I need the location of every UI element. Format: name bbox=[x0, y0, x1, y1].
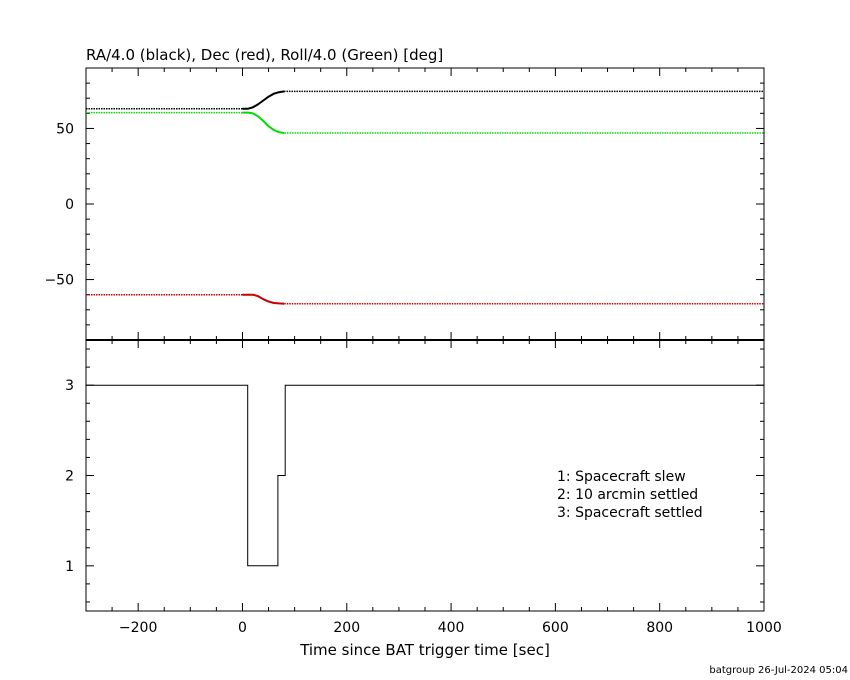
y-tick-label: 1 bbox=[65, 559, 74, 575]
x-tick-label: 600 bbox=[542, 620, 569, 636]
bottom-panel-ticks: 1 2 3 −200 0 200 400 600 800 1000 bbox=[65, 340, 782, 636]
top-panel-title: RA/4.0 (black), Dec (red), Roll/4.0 (Gre… bbox=[86, 46, 443, 64]
bottom-panel: 1 2 3 −200 0 200 400 600 800 1000 1: Spacecraft s… bbox=[65, 339, 782, 636]
x-tick-label: 0 bbox=[238, 620, 247, 636]
legend-line-3: 3: Spacecraft settled bbox=[557, 505, 703, 521]
series-line-2 bbox=[86, 293, 764, 305]
y-tick-label: 50 bbox=[56, 121, 74, 137]
state-legend: 1: Spacecraft slew 2: 10 arcmin settled … bbox=[557, 469, 703, 521]
top-panel: −50 0 50 bbox=[44, 67, 765, 341]
legend-line-2: 2: 10 arcmin settled bbox=[557, 487, 698, 503]
state-step-line bbox=[86, 384, 764, 567]
series-transition-2 bbox=[242, 293, 285, 305]
legend-line-1: 1: Spacecraft slew bbox=[557, 469, 686, 485]
top-panel-ticks: −50 0 50 bbox=[44, 68, 764, 340]
series-transition-1 bbox=[242, 111, 285, 134]
footer-stamp: batgroup 26-Jul-2024 05:04 bbox=[709, 665, 848, 676]
series-transition-0 bbox=[242, 90, 285, 110]
y-tick-label: −50 bbox=[44, 273, 74, 289]
x-tick-label: 800 bbox=[646, 620, 673, 636]
x-tick-label: −200 bbox=[119, 620, 157, 636]
x-tick-label: 1000 bbox=[746, 620, 782, 636]
top-panel-frame bbox=[85, 67, 765, 341]
series-line-0 bbox=[86, 90, 764, 110]
x-tick-label: 400 bbox=[438, 620, 465, 636]
top-panel-series bbox=[86, 90, 764, 305]
series-line-1 bbox=[86, 111, 764, 134]
x-axis-label: Time since BAT trigger time [sec] bbox=[299, 641, 550, 659]
y-tick-label: 0 bbox=[65, 197, 74, 213]
y-tick-label: 2 bbox=[65, 469, 74, 485]
y-tick-label: 3 bbox=[65, 378, 74, 394]
bottom-panel-series bbox=[86, 384, 764, 567]
x-tick-label: 200 bbox=[333, 620, 360, 636]
